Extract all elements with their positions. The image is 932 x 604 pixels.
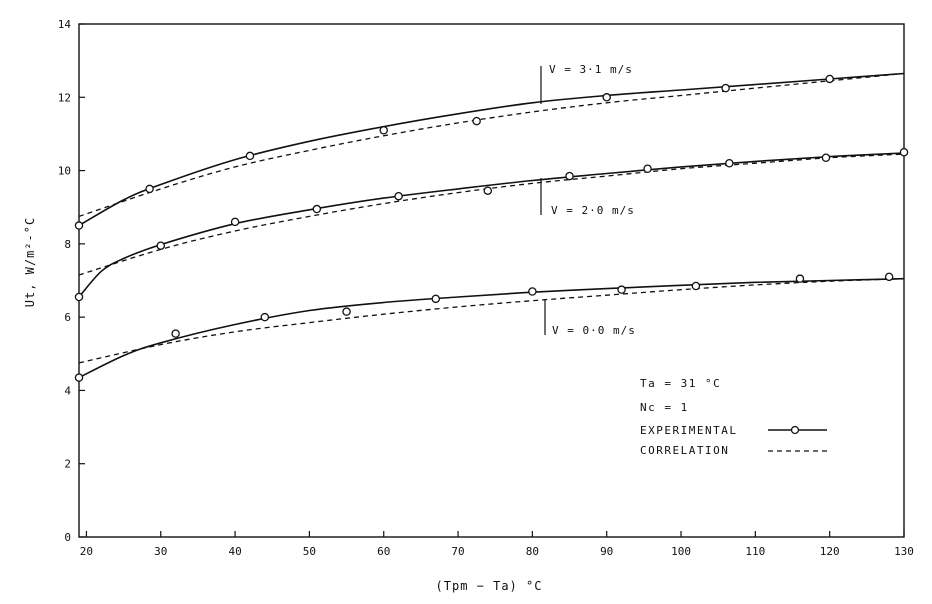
legend: EXPERIMENTAL CORRELATION	[640, 424, 827, 457]
series-label-v31-text: V = 3·1 m/s	[549, 63, 633, 76]
correlation-line	[78, 278, 905, 364]
y-tick-label: 0	[64, 531, 71, 544]
data-point	[617, 285, 626, 294]
y-tick-label: 4	[64, 384, 71, 397]
x-tick-label: 100	[671, 545, 691, 558]
data-point	[156, 241, 166, 250]
x-tick-label: 30	[154, 545, 167, 558]
data-point	[342, 307, 351, 316]
y-tick-label: 14	[58, 18, 72, 31]
data-point	[899, 147, 909, 157]
y-tick-label: 2	[64, 458, 71, 471]
x-tick-label: 90	[600, 545, 613, 558]
data-point	[884, 272, 894, 282]
data-point	[312, 204, 322, 214]
x-tick-label: 40	[228, 545, 241, 558]
y-tick-label: 10	[58, 165, 71, 178]
data-point	[825, 74, 834, 84]
data-point	[821, 153, 831, 162]
series-2	[74, 272, 905, 382]
data-point	[472, 116, 481, 126]
data-point	[795, 274, 805, 283]
data-point	[245, 151, 255, 161]
y-tick-label: 12	[58, 91, 71, 104]
legend-marker-experimental	[790, 425, 800, 435]
correlation-line	[78, 153, 905, 276]
data-point	[74, 292, 84, 302]
series-layer	[74, 72, 909, 382]
data-point	[230, 217, 240, 227]
data-point	[74, 221, 84, 230]
data-point	[528, 287, 537, 296]
series-label-v00-text: V = 0·0 m/s	[552, 324, 636, 337]
data-point	[74, 373, 84, 382]
legend-label-correlation: CORRELATION	[640, 444, 729, 457]
x-tick-label: 130	[894, 545, 914, 558]
annotation-ta: Ta = 31 °C	[640, 377, 721, 390]
x-tick-label: 120	[820, 545, 840, 558]
annotation-nc: Nc = 1	[640, 401, 689, 414]
x-tick-label: 60	[377, 545, 390, 558]
x-tick-label: 70	[451, 545, 464, 558]
series-label-v31: V = 3·1 m/s	[540, 63, 633, 104]
data-point	[602, 93, 611, 102]
data-point	[725, 158, 734, 168]
y-tick-label: 6	[64, 311, 71, 324]
data-point	[691, 281, 701, 291]
data-point	[145, 184, 154, 194]
y-axis-label: Ut, W/m²-°C	[23, 217, 37, 307]
x-axis-label: (Tpm − Ta) °C	[436, 579, 543, 593]
data-point	[643, 164, 652, 173]
legend-label-experimental: EXPERIMENTAL	[640, 424, 737, 437]
x-tick-label: 50	[303, 545, 316, 558]
experimental-line	[78, 72, 905, 227]
series-label-v00: V = 0·0 m/s	[544, 299, 636, 337]
y-tick-label: 8	[64, 238, 71, 251]
series-1	[74, 147, 909, 302]
series-label-v20-text: V = 2·0 m/s	[551, 204, 635, 217]
data-point	[379, 126, 388, 135]
series-label-v20: V = 2·0 m/s	[540, 178, 635, 217]
data-point	[260, 312, 270, 322]
series-0	[74, 72, 905, 230]
x-tick-label: 80	[526, 545, 539, 558]
data-point	[171, 329, 180, 338]
data-point	[483, 186, 493, 195]
x-tick-label: 110	[745, 545, 765, 558]
x-axis-ticks: 20 30 40 50 60 70 80 90 100 110 120 130	[80, 531, 914, 558]
x-tick-label: 20	[80, 545, 93, 558]
data-point	[565, 171, 574, 181]
plot-frame	[78, 23, 905, 538]
data-point	[721, 83, 730, 93]
experimental-line	[78, 277, 905, 379]
data-point	[431, 294, 441, 304]
y-axis-ticks: 0 2 4 6 8 10 12 14	[58, 18, 85, 544]
correlation-line	[78, 72, 905, 218]
experimental-line	[78, 152, 905, 298]
data-point	[394, 191, 403, 201]
